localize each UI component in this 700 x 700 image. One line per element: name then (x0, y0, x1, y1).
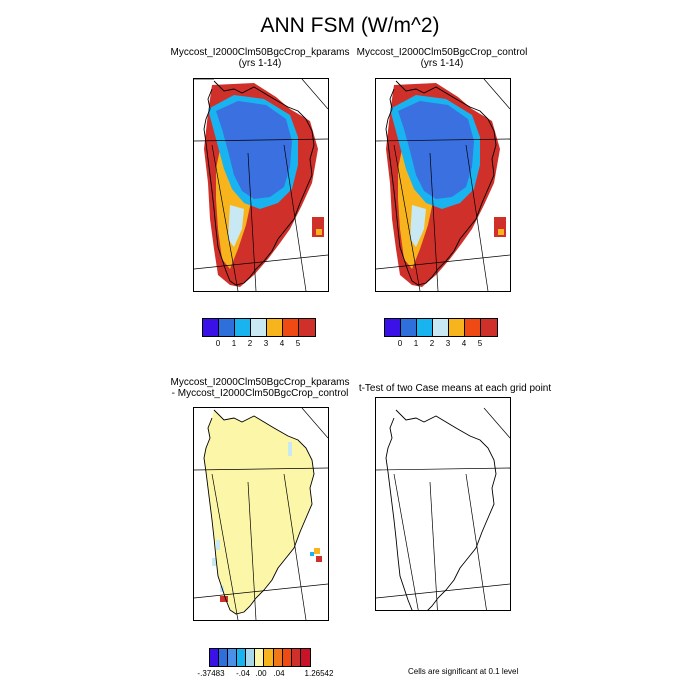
panel-case-name: Myccost_I2000Clm50BgcCrop_kparams (170, 47, 350, 58)
colorbar-swatch (299, 319, 315, 336)
colorbar-label: .04 (273, 669, 285, 678)
colorbar-swatch (251, 319, 267, 336)
panel-years: (yrs 1-14) (420, 58, 464, 69)
colorbar-control (384, 318, 498, 337)
colorbar-swatch (246, 649, 256, 666)
panel-title-kparams: Myccost_I2000Clm50BgcCrop_kparams (yrs 1… (160, 47, 360, 69)
significance-note: Cells are significant at 0.1 level (408, 667, 519, 676)
colorbar-swatch (219, 649, 229, 666)
colorbar-swatch (228, 649, 238, 666)
colorbar-swatch (481, 319, 497, 336)
panel-years: (yrs 1-14) (238, 58, 282, 69)
colorbar-label: 0 (215, 339, 221, 348)
colorbar-kparams (202, 318, 316, 337)
colorbar-label: 0 (397, 339, 403, 348)
colorbar-label: -.04 (236, 669, 250, 678)
colorbar-swatch (210, 649, 220, 666)
map-panel-control (375, 78, 511, 292)
colorbar-swatch (255, 649, 265, 666)
panel-case-a: Myccost_I2000Clm50BgcCrop_kparams (170, 377, 350, 388)
map-panel-kparams (193, 78, 329, 292)
colorbar-label: 4 (461, 339, 467, 348)
colorbar-label: 1 (413, 339, 419, 348)
colorbar-swatch (417, 319, 433, 336)
panel-case-b: - Myccost_I2000Clm50BgcCrop_control (171, 388, 349, 399)
map-panel-difference (193, 407, 329, 621)
colorbar-swatch (203, 319, 219, 336)
figure-title: ANN FSM (W/m^2) (260, 14, 440, 37)
panel-title-control: Myccost_I2000Clm50BgcCrop_control (yrs 1… (342, 47, 542, 69)
panel-case-name: Myccost_I2000Clm50BgcCrop_control (356, 47, 528, 58)
panel-title-difference: Myccost_I2000Clm50BgcCrop_kparams - Mycc… (150, 377, 370, 399)
greenland-map (194, 79, 328, 291)
colorbar-label: 4 (279, 339, 285, 348)
panel-title-ttest: t-Test of two Case means at each grid po… (358, 383, 552, 394)
colorbar-swatch (273, 649, 283, 666)
colorbar-swatch (291, 649, 301, 666)
colorbar-difference (209, 648, 311, 667)
colorbar-label: -.37483 (197, 669, 225, 678)
colorbar-label: 3 (445, 339, 451, 348)
colorbar-label: 2 (429, 339, 435, 348)
colorbar-swatch (385, 319, 401, 336)
colorbar-label: 1.26542 (304, 669, 334, 678)
greenland-map (194, 408, 328, 620)
colorbar-label: 1 (231, 339, 237, 348)
colorbar-swatch (219, 319, 235, 336)
colorbar-label: 5 (295, 339, 301, 348)
colorbar-swatch (449, 319, 465, 336)
colorbar-swatch (300, 649, 310, 666)
colorbar-label: 2 (247, 339, 253, 348)
colorbar-swatch (433, 319, 449, 336)
colorbar-swatch (235, 319, 251, 336)
colorbar-swatch (282, 649, 292, 666)
colorbar-swatch (401, 319, 417, 336)
colorbar-swatch (264, 649, 274, 666)
colorbar-swatch (465, 319, 481, 336)
greenland-map (376, 79, 510, 291)
colorbar-swatch (237, 649, 247, 666)
colorbar-label: .00 (255, 669, 267, 678)
colorbar-label: 3 (263, 339, 269, 348)
map-panel-ttest (375, 397, 511, 611)
greenland-map (376, 407, 510, 610)
colorbar-swatch (267, 319, 283, 336)
colorbar-label: 5 (477, 339, 483, 348)
colorbar-swatch (283, 319, 299, 336)
